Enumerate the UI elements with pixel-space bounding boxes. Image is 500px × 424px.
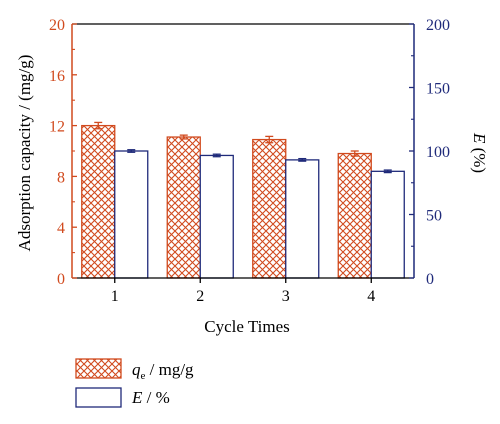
bar-E-1 (114, 150, 149, 279)
bar-qe-3 (252, 138, 287, 279)
y-right-tick-label-0: 0 (426, 271, 434, 288)
legend-qe-unit: / mg/g (145, 360, 194, 379)
x-tick-label-1: 1 (111, 288, 119, 305)
y-right-tick-label-100: 100 (426, 144, 450, 161)
bar-E-4 (370, 170, 405, 279)
legend: qe / mg/g E / % (75, 358, 194, 408)
legend-e-variable: E (131, 388, 143, 407)
legend-label-qe: qe / mg/g (132, 360, 194, 382)
y-left-tick-label-0: 0 (57, 271, 65, 288)
y-axis-right-label-variable: E (470, 132, 489, 144)
y-right-tick-label-200: 200 (426, 17, 450, 34)
y-left-tick-label-4: 4 (57, 220, 65, 237)
y-right-tick-label-50: 50 (426, 208, 442, 225)
y-axis-left-label: Adsorption capacity / (mg/g) (15, 55, 34, 252)
y-axis-right-label-unit: (%) (470, 143, 489, 173)
x-tick-label-4: 4 (367, 288, 375, 305)
bar-qe-4 (337, 152, 372, 279)
legend-swatch-e (75, 387, 122, 408)
legend-swatch-qe (75, 358, 122, 379)
y-left-tick-label-16: 16 (49, 68, 65, 85)
x-tick-label-3: 3 (282, 288, 290, 305)
y-right-tick-label-150: 150 (426, 81, 450, 98)
legend-e-unit: / % (142, 388, 169, 407)
y-axis-right-label: E (%) (470, 132, 489, 173)
bars-layer (81, 121, 405, 279)
legend-qe-subscript: e (141, 370, 146, 382)
legend-qe-variable: q (132, 360, 141, 379)
x-axis-label: Cycle Times (204, 317, 290, 336)
y-left-tick-label-12: 12 (49, 119, 65, 136)
x-tick-label-2: 2 (196, 288, 204, 305)
bar-qe-2 (166, 136, 201, 279)
bar-E-2 (199, 154, 234, 279)
bar-qe-1 (81, 124, 116, 279)
legend-label-e: E / % (131, 388, 170, 407)
y-left-tick-label-20: 20 (49, 17, 65, 34)
y-left-tick-label-8: 8 (57, 169, 65, 186)
bar-E-3 (285, 159, 320, 279)
